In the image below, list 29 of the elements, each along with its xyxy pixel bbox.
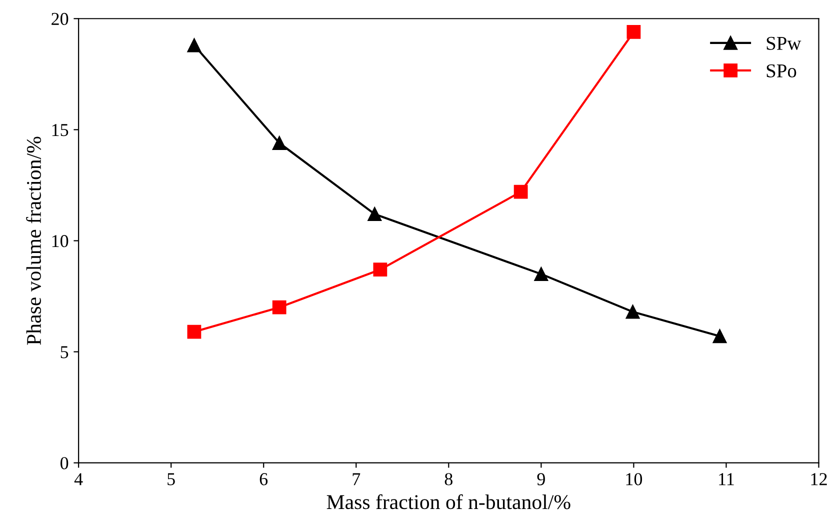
point — [626, 304, 640, 319]
point — [272, 136, 286, 150]
x-axis-title: Mass fraction of n-butanol/% — [326, 494, 570, 510]
y-tick-label: 10 — [52, 234, 68, 248]
x-tick-label: 9 — [537, 473, 545, 486]
point — [373, 262, 388, 277]
y-tick-label: 0 — [60, 457, 68, 470]
x-tick-label: 4 — [74, 473, 83, 486]
y-tick-label: 5 — [60, 346, 68, 358]
x-tick-label: 5 — [168, 473, 175, 486]
x-tick-label: 8 — [444, 473, 452, 486]
y-axis-title: Phase volume fraction/% — [26, 136, 42, 345]
x-tick-label: 6 — [260, 473, 268, 486]
point — [534, 267, 548, 281]
y-tick-label: 15 — [52, 124, 68, 136]
y-tick-label: 20 — [52, 12, 68, 26]
x-tick-label: 12 — [811, 473, 827, 486]
point — [368, 207, 382, 222]
legend-label: SPw — [766, 36, 802, 50]
x-tick-label: 7 — [352, 473, 360, 486]
legend-label: SPo — [766, 64, 796, 78]
point — [514, 184, 528, 199]
point — [272, 300, 286, 314]
point — [187, 38, 202, 52]
point — [712, 329, 727, 344]
point — [187, 324, 202, 339]
x-tick-label: 10 — [626, 473, 642, 486]
point — [626, 25, 641, 39]
x-tick-label: 11 — [719, 473, 734, 486]
